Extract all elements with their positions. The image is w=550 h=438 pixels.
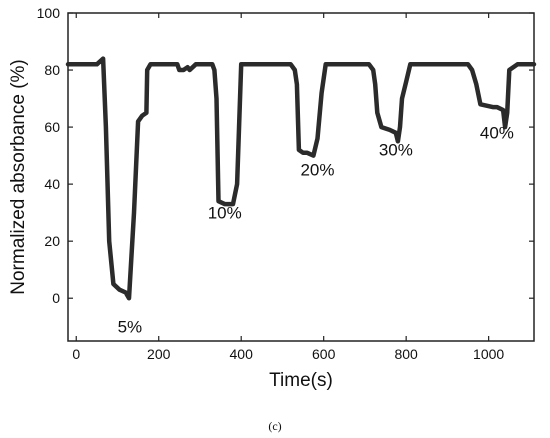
y-axis-title: Normalized absorbance (%): [8, 59, 29, 295]
concentration-label: 40%: [480, 123, 514, 142]
y-tick-label: 40: [44, 176, 60, 192]
x-tick-label: 200: [147, 346, 171, 362]
absorbance-line: [65, 56, 537, 301]
x-tick-label: 600: [312, 346, 336, 362]
y-tick-label: 100: [37, 5, 61, 21]
tick-labels: 0 200 400 600 800 1000 0 20 40 60 80 100: [37, 5, 505, 362]
x-tick-label: 400: [230, 346, 254, 362]
y-tick-label: 80: [44, 62, 60, 78]
y-tick-label: 0: [52, 290, 60, 306]
concentration-label: 30%: [379, 141, 413, 160]
ticks: [68, 12, 534, 341]
concentration-label: 20%: [300, 161, 334, 180]
x-tick-label: 1000: [473, 346, 504, 362]
x-tick-label: 0: [72, 346, 80, 362]
concentration-labels: 5% 10% 20% 30% 40%: [118, 123, 514, 336]
plot-frame: [67, 12, 535, 342]
y-tick-label: 20: [44, 233, 60, 249]
concentration-label: 10%: [208, 203, 242, 222]
x-tick-label: 800: [394, 346, 418, 362]
x-axis-title: Time(s): [269, 370, 333, 391]
concentration-label: 5%: [118, 317, 143, 336]
y-tick-label: 60: [44, 119, 60, 135]
figure-caption: (c): [268, 419, 281, 433]
